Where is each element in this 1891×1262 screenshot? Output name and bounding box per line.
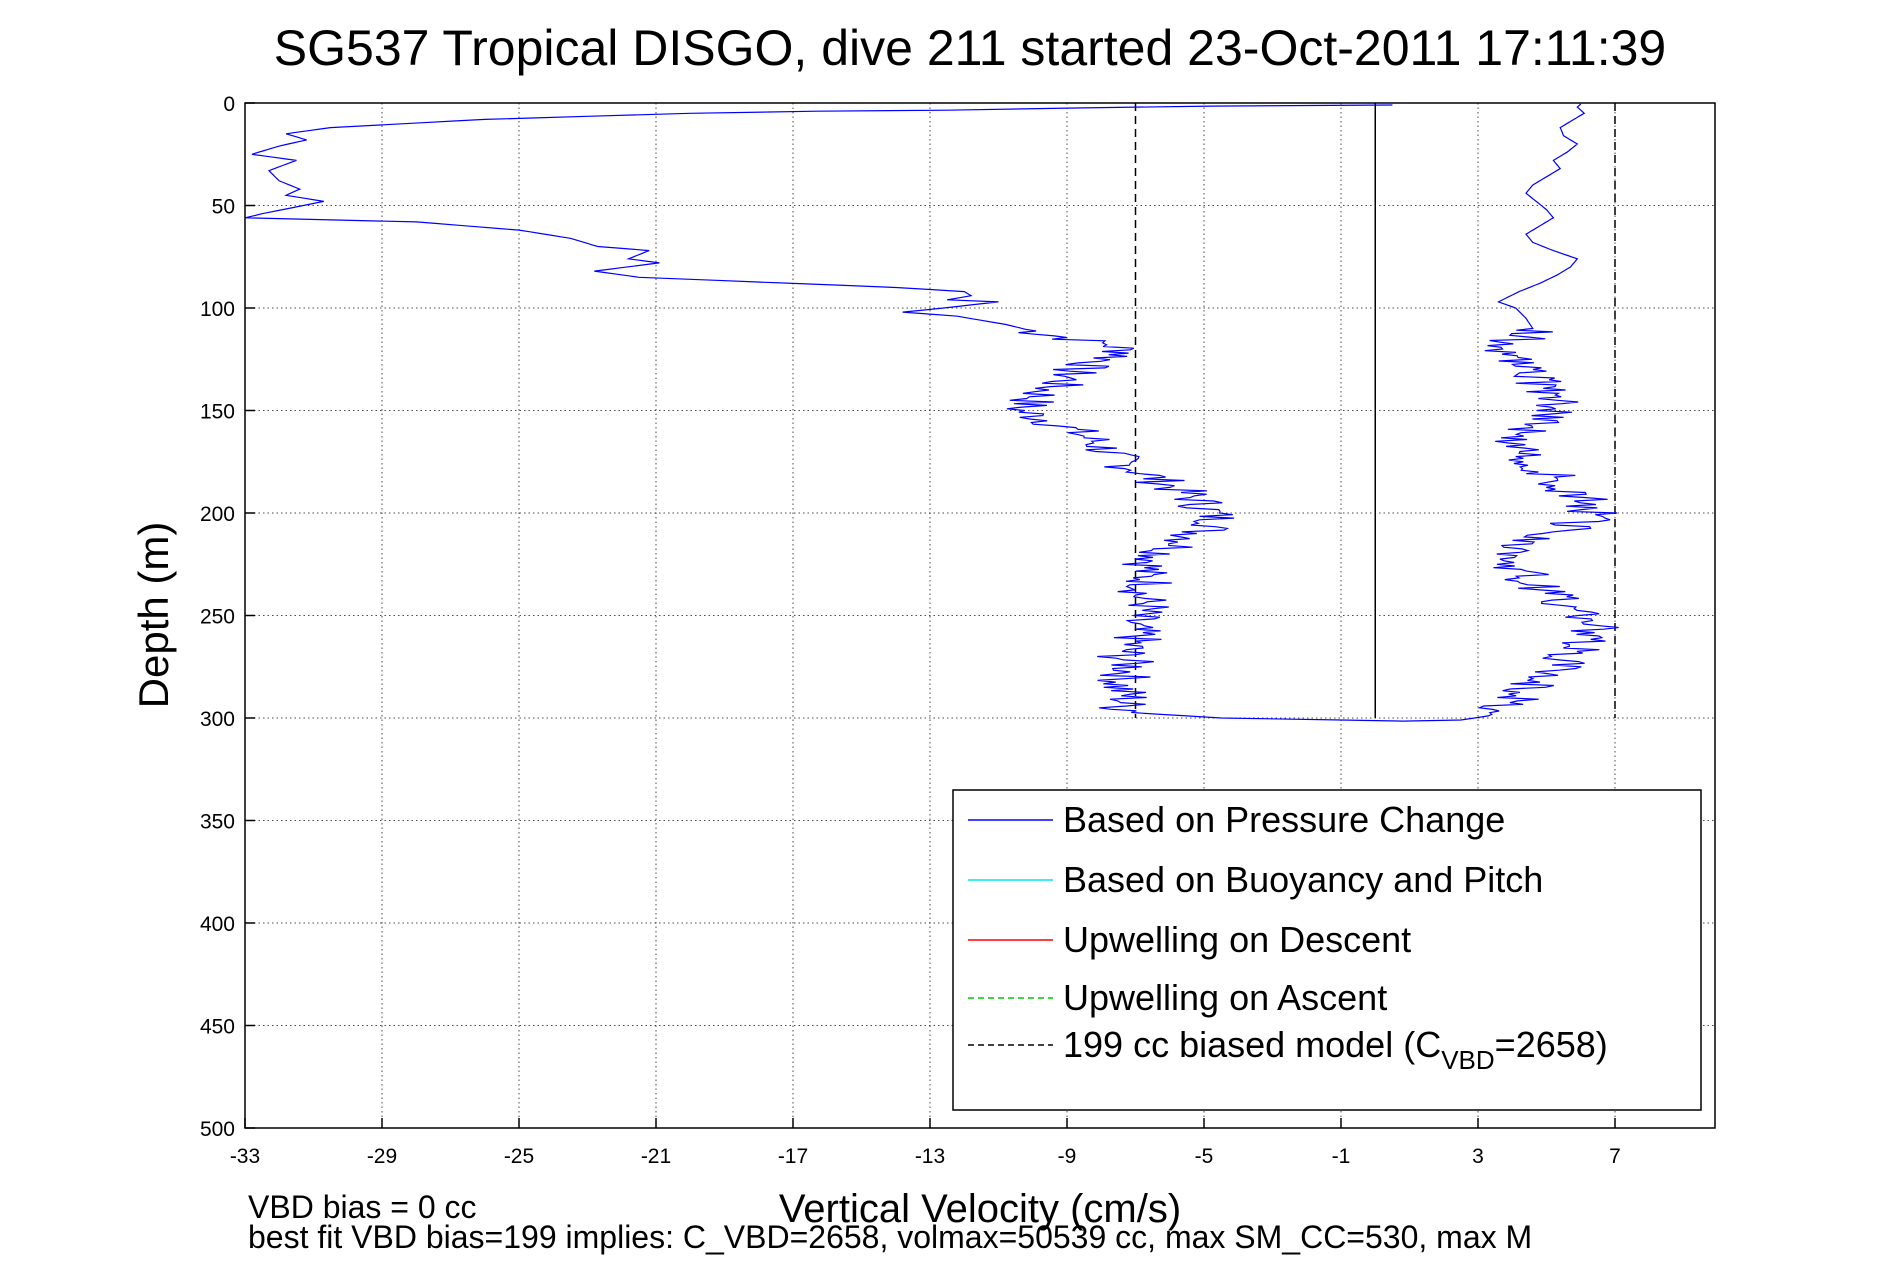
x-tick-label: 3 xyxy=(1472,1145,1484,1168)
x-tick-label: -25 xyxy=(504,1145,534,1168)
legend-entry: Upwelling on Descent xyxy=(1063,919,1411,960)
y-tick-label: 300 xyxy=(200,708,235,731)
x-tick-label: 7 xyxy=(1609,1145,1621,1168)
y-tick-label: 100 xyxy=(200,298,235,321)
x-tick-label: -9 xyxy=(1058,1145,1077,1168)
x-tick-label: -17 xyxy=(778,1145,808,1168)
y-tick-label: 500 xyxy=(200,1118,235,1141)
y-tick-label: 250 xyxy=(200,606,235,629)
chart-title: SG537 Tropical DISGO, dive 211 started 2… xyxy=(274,20,1666,76)
x-axis-label: Vertical Velocity (cm/s) xyxy=(779,1187,1181,1231)
legend-entry: Based on Buoyancy and Pitch xyxy=(1063,859,1543,900)
y-axis-label: Depth (m) xyxy=(130,522,177,709)
legend-box xyxy=(952,789,1702,1111)
y-ticks: 0 50 100 150 200 250 300 350 400 450 500 xyxy=(200,93,255,1141)
x-tick-label: -1 xyxy=(1332,1145,1351,1168)
y-tick-label: 450 xyxy=(200,1016,235,1039)
series-line-pressure-change xyxy=(244,103,1619,722)
y-tick-label: 150 xyxy=(200,401,235,424)
footnote-bias: VBD bias = 0 cc xyxy=(248,1189,477,1225)
y-tick-label: 50 xyxy=(212,196,235,219)
y-tick-label: 0 xyxy=(223,93,235,116)
x-tick-label: -33 xyxy=(230,1145,260,1168)
x-tick-label: -21 xyxy=(641,1145,671,1168)
y-tick-label: 400 xyxy=(200,913,235,936)
x-tick-label: -5 xyxy=(1195,1145,1214,1168)
x-tick-label: -13 xyxy=(915,1145,945,1168)
legend-entry: Upwelling on Ascent xyxy=(1063,977,1387,1018)
x-tick-label: -29 xyxy=(367,1145,397,1168)
footnote-best-fit: best fit VBD bias=199 implies: C_VBD=265… xyxy=(248,1219,1532,1255)
legend: Based on Pressure Change Based on Buoyanc… xyxy=(952,789,1702,1111)
x-ticks: -33 -29 -25 -21 -17 -13 -9 -5 -1 3 7 xyxy=(230,1118,1621,1168)
series-lines xyxy=(244,103,1619,722)
legend-entry: Based on Pressure Change xyxy=(1063,799,1505,840)
y-tick-label: 350 xyxy=(200,811,235,834)
y-tick-label: 200 xyxy=(200,503,235,526)
